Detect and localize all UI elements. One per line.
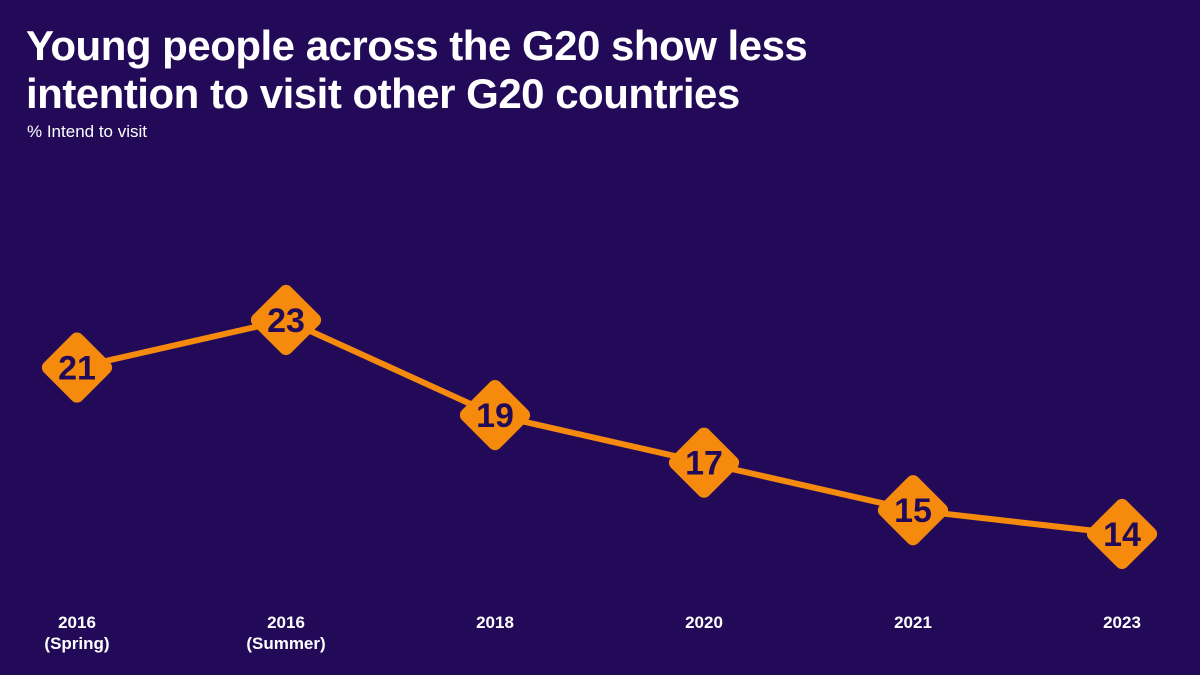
diamond-marker (1086, 498, 1158, 570)
data-point: 17 (668, 427, 740, 498)
x-tick-label-line: 2023 (1103, 613, 1141, 632)
diamond-marker (877, 475, 949, 546)
x-tick-label: 2020 (685, 613, 723, 632)
x-tick-label: 2016 (Summer) (246, 613, 325, 653)
x-tick-label-line: (Summer) (246, 634, 325, 653)
x-tick-label-line: 2018 (476, 613, 514, 632)
diamond-marker (668, 427, 740, 498)
data-label: 23 (267, 302, 305, 340)
diamond-marker (459, 380, 531, 451)
series-line (74, 317, 1125, 537)
data-label: 15 (894, 492, 932, 530)
data-label: 19 (476, 397, 514, 435)
chart-subtitle: % Intend to visit (27, 122, 148, 141)
data-point: 23 (250, 284, 322, 356)
x-tick-label-line: 2016 (267, 613, 305, 632)
data-point: 15 (877, 475, 949, 546)
x-tick-label: 2021 (894, 613, 932, 632)
data-label: 14 (1103, 516, 1141, 554)
data-label: 21 (58, 350, 96, 388)
x-tick-label: 2016 (Spring) (44, 613, 109, 653)
diamond-marker (41, 332, 113, 403)
data-label: 17 (685, 445, 723, 483)
chart-title-line-2: intention to visit other G20 countries (26, 70, 740, 117)
x-tick-label-line: 2016 (58, 613, 96, 632)
data-point: 21 (41, 332, 113, 403)
x-tick-label-line: 2020 (685, 613, 723, 632)
x-tick-label: 2023 (1103, 613, 1141, 632)
data-point: 19 (459, 380, 531, 451)
chart-title: Young people across the G20 show less in… (26, 22, 1126, 118)
x-tick-label: 2018 (476, 613, 514, 632)
diamond-marker (250, 284, 322, 356)
data-point: 14 (1086, 498, 1158, 570)
chart-title-line-1: Young people across the G20 show less (26, 22, 808, 69)
x-tick-label-line: 2021 (894, 613, 932, 632)
x-tick-label-line: (Spring) (44, 634, 109, 653)
